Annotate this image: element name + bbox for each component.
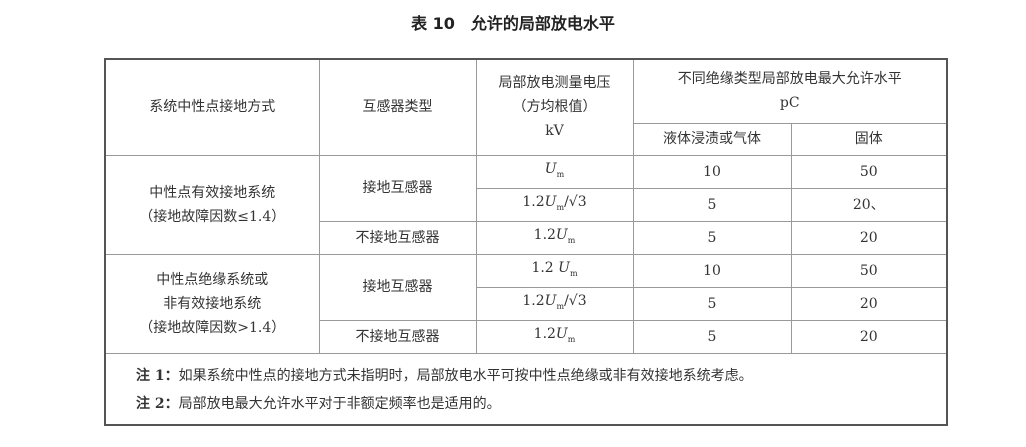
liquid-gas-level-cell: 10 [632,154,792,189]
liquid-gas-level-cell: 5 [632,220,792,255]
voltage-factor: 1.2 [533,325,556,342]
solid-level-cell: 20 [790,319,948,354]
note-label: 注 2： [136,395,179,412]
note-1: 注 1：如果系统中性点的接地方式未指明时，局部放电水平可按中性点绝缘或非有效接地… [136,362,946,390]
system-text: 非有效接地系统 [163,295,262,312]
note-text: 局部放电最大允许水平对于非额定频率也是适用的。 [178,395,501,412]
voltage-factor: 1.2 [522,193,545,210]
voltage-symbol: U [558,259,570,276]
liquid-gas-level-cell: 5 [632,187,792,222]
header-max-level-line1: 不同绝缘类型局部放电最大允许水平 [677,71,902,88]
table-row: 中性点绝缘系统或 非有效接地系统 （接地故障因数>1.4） 接地互感器 1.2 Um 10… [104,253,948,354]
header-voltage-line1: 局部放电测量电压 [498,75,611,92]
header-solid: 固体 [790,122,948,156]
header-max-level: 不同绝缘类型局部放电最大允许水平 pC [632,58,948,124]
note-text: 如果系统中性点的接地方式未指明时，局部放电水平可按中性点绝缘或非有效接地系统考虑… [178,367,753,384]
voltage-cell: 1.2Um/√3 [475,286,634,321]
voltage-subscript: m [567,235,576,245]
voltage-cell: 1.2Um [475,319,634,354]
voltage-symbol: U [544,292,557,309]
header-max-level-unit: pC [779,95,800,112]
voltage-factor: 1.2 [533,226,556,243]
voltage-symbol: U [544,160,557,177]
notes: 注 1：如果系统中性点的接地方式未指明时，局部放电水平可按中性点绝缘或非有效接地… [104,352,948,425]
transformer-type-cell: 不接地互感器 [318,220,477,255]
solid-level-cell: 50 [790,154,948,189]
note-label: 注 1： [136,367,179,384]
pd-level-table: 系统中性点接地方式 互感器类型 局部放电测量电压 （方均根值） kV 不同绝缘类… [104,58,948,426]
system-cell: 中性点有效接地系统 （接地故障因数≤1.4） [104,154,320,255]
header-liquid-gas: 液体浸渍或气体 [632,122,792,156]
voltage-subscript: m [567,334,576,344]
voltage-symbol: U [555,325,568,342]
solid-level-cell: 20 [790,220,948,255]
voltage-factor: 1.2 [531,259,559,276]
header-row: 系统中性点接地方式 互感器类型 局部放电测量电压 （方均根值） kV 不同绝缘类… [104,58,948,156]
table-row: 中性点有效接地系统 （接地故障因数≤1.4） 接地互感器 Um 10 50 [104,154,948,255]
voltage-subscript: m [556,202,565,212]
transformer-type-cell: 接地互感器 [318,154,477,222]
voltage-cell: 1.2Um/√3 [475,187,634,222]
voltage-symbol: U [555,226,568,243]
note-2: 注 2：局部放电最大允许水平对于非额定频率也是适用的。 [136,390,946,418]
voltage-factor: 1.2 [522,292,545,309]
voltage-cell: Um [475,154,634,189]
voltage-symbol: U [544,193,557,210]
voltage-divisor: /√3 [564,292,587,309]
transformer-type-cell: 接地互感器 [318,253,477,321]
system-cell: 中性点绝缘系统或 非有效接地系统 （接地故障因数>1.4） [104,253,320,354]
solid-level-cell: 20、 [790,187,948,222]
solid-level-cell: 50 [790,253,948,288]
notes-row: 注 1：如果系统中性点的接地方式未指明时，局部放电水平可按中性点绝缘或非有效接地… [104,352,948,425]
voltage-divisor: /√3 [564,193,587,210]
system-text: （接地故障因数>1.4） [139,319,286,336]
liquid-gas-level-cell: 10 [632,253,792,288]
header-system: 系统中性点接地方式 [104,58,320,156]
solid-level-cell: 20 [790,286,948,321]
table-row: 不接地互感器 1.2Um 5 20 [105,319,948,354]
liquid-gas-level-cell: 5 [632,319,792,354]
table-row: 1.2Um/√3 5 20、 [105,187,948,222]
header-voltage-line2: （方均根值） [512,99,597,116]
voltage-subscript: m [556,169,565,179]
header-voltage-unit: kV [545,123,564,140]
subheader-row: 液体浸渍或气体 固体 [105,122,948,156]
liquid-gas-level-cell: 5 [632,286,792,321]
voltage-cell: 1.2Um [475,220,634,255]
transformer-type-cell: 不接地互感器 [318,319,477,354]
voltage-subscript: m [569,268,578,278]
voltage-subscript: m [556,301,565,311]
header-transformer-type: 互感器类型 [318,58,477,156]
system-text: （接地故障因数≤1.4） [139,208,286,225]
voltage-cell: 1.2 Um [475,253,634,288]
table-title: 表 10 允许的局部放电水平 [411,14,615,33]
header-voltage: 局部放电测量电压 （方均根值） kV [475,58,634,156]
system-text: 中性点有效接地系统 [149,184,276,201]
system-text: 中性点绝缘系统或 [156,271,269,288]
